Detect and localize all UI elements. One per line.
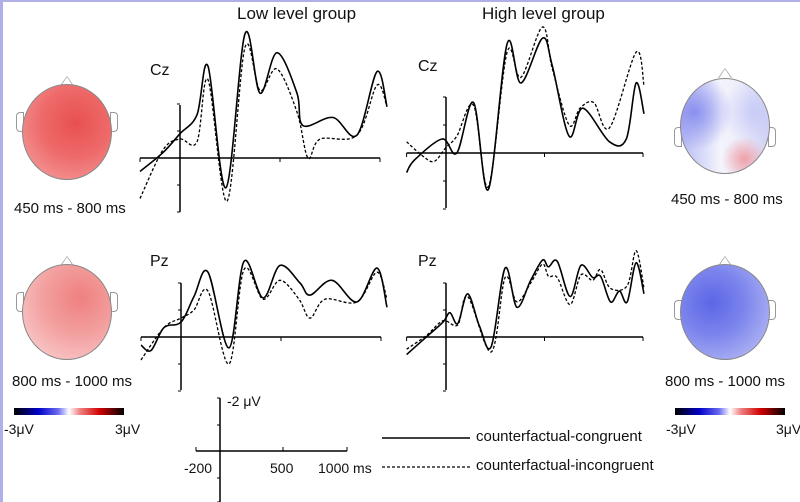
topomap-time-label: 450 ms - 800 ms [14, 200, 126, 217]
congruent-waveform [405, 37, 645, 191]
colorbar-max-label: 3μV [776, 421, 800, 437]
legend-incongruent-label: counterfactual-incongruent [476, 457, 654, 474]
topomap-time-label: 800 ms - 1000 ms [665, 373, 786, 390]
nose-icon [60, 76, 74, 86]
incongruent-waveform [406, 249, 645, 353]
electrode-label-pz-high: Pz [418, 253, 437, 270]
low-group-title: Low level group [237, 4, 357, 23]
congruent-waveform [140, 259, 388, 352]
electrode-label-pz-low: Pz [150, 253, 169, 270]
scale-y-label: -2 μV [227, 393, 261, 409]
topomap-time-label: 450 ms - 800 ms [671, 191, 783, 208]
scale-x-tick-label: 500 [270, 460, 294, 476]
head-map [680, 264, 770, 360]
colorbar-left [14, 408, 124, 415]
congruent-waveform [139, 30, 388, 189]
high-group-title: High level group [482, 4, 605, 23]
legend-congruent-label: counterfactual-congruent [476, 428, 642, 445]
electrode-label-cz-low: Cz [150, 62, 170, 79]
colorbar-min-label: -3μV [4, 421, 34, 437]
head-map [22, 264, 112, 360]
head-map [680, 78, 770, 174]
scale-x-tick-label: -200 [184, 460, 213, 476]
incongruent-waveform [406, 26, 645, 188]
congruent-waveform [406, 258, 645, 356]
nose-icon [60, 256, 74, 266]
frame-border-left [0, 0, 3, 502]
topomap-time-label: 800 ms - 1000 ms [12, 373, 133, 390]
incongruent-waveform [139, 43, 388, 202]
scale-x-tick-label: 1000 ms [318, 460, 372, 476]
colorbar-max-label: 3μV [115, 421, 141, 437]
colorbar-right [675, 408, 785, 415]
frame-border-top [0, 0, 800, 2]
electrode-label-cz-high: Cz [418, 58, 438, 75]
nose-icon [718, 68, 732, 78]
head-map [22, 84, 112, 180]
incongruent-waveform [140, 266, 388, 365]
nose-icon [718, 256, 732, 266]
colorbar-min-label: -3μV [666, 421, 696, 437]
